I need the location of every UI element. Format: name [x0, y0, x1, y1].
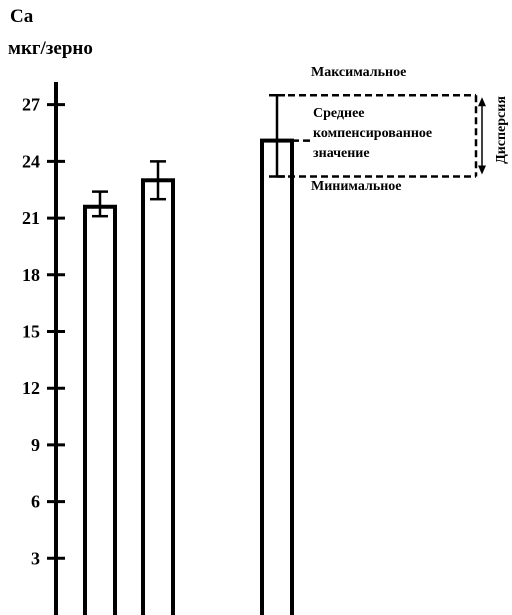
mean-label-line: Среднее: [313, 106, 365, 121]
y-tick-label: 18: [22, 265, 40, 285]
y-tick-label: 27: [22, 95, 40, 115]
y-tick-label: 15: [22, 321, 40, 341]
arrowhead-up: [478, 97, 486, 107]
bar: [260, 138, 294, 615]
y-tick-label: 9: [31, 435, 40, 455]
min-label: Минимальное: [311, 179, 402, 194]
bars: [83, 93, 294, 615]
y-axis-ticks: 3 6 9 12 15 18 21 24 27: [22, 95, 65, 568]
mean-label-line: значение: [313, 146, 370, 161]
dispersion-annotation: Максимальное Среднее компенсированное значе…: [277, 65, 509, 194]
y-tick-label: 3: [31, 548, 40, 568]
y-tick-label: 21: [22, 208, 40, 228]
bar: [141, 178, 175, 615]
dispersion-label: Дисперсия: [494, 96, 509, 164]
y-axis-label-unit: мкг/зерно: [8, 38, 93, 59]
max-label: Максимальное: [311, 65, 406, 80]
bar: [83, 204, 117, 615]
y-axis-label-element: Ca: [10, 6, 34, 27]
y-tick-label: 6: [31, 492, 40, 512]
arrowhead-down: [478, 165, 486, 175]
y-tick-label: 24: [22, 151, 40, 171]
y-tick-label: 12: [22, 378, 40, 398]
mean-label-line: компенсированное: [313, 126, 432, 141]
